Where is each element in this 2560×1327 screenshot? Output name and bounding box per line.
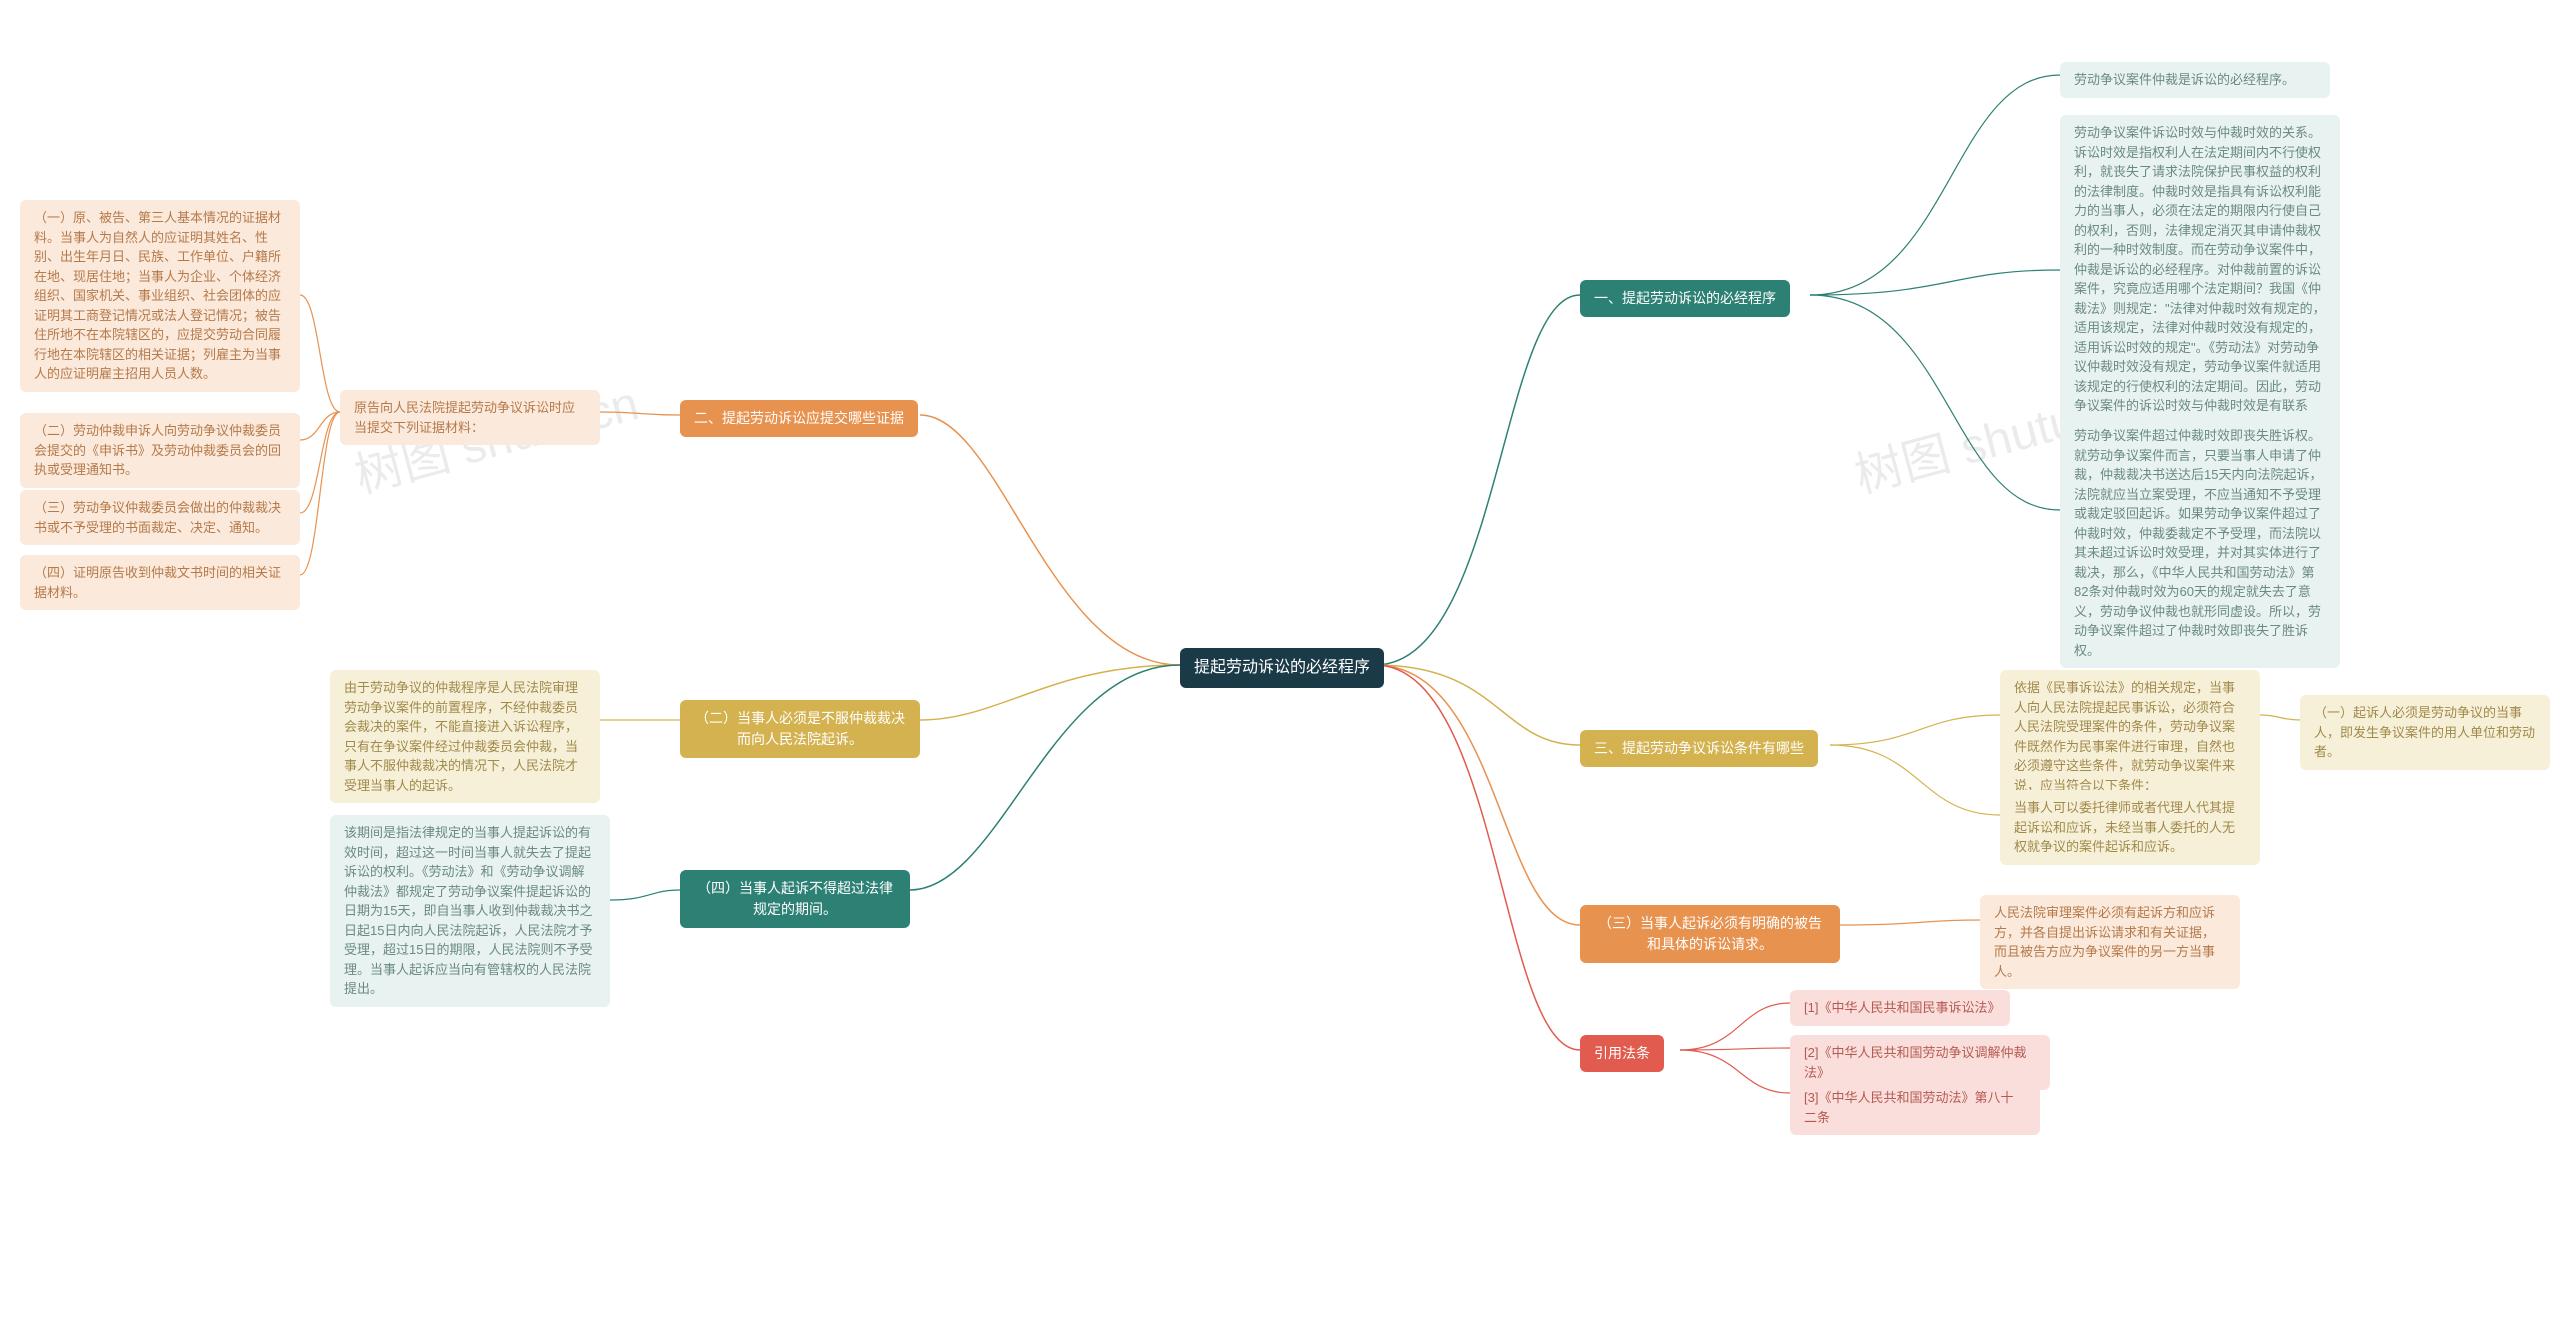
leaf: 人民法院审理案件必须有起诉方和应诉方，并各自提出诉讼请求和有关证据，而且被告方应…	[1980, 895, 2240, 989]
branch-defendant[interactable]: （三）当事人起诉必须有明确的被告和具体的诉讼请求。	[1580, 905, 1840, 963]
leaf: （二）劳动仲裁申诉人向劳动争议仲裁委员会提交的《申诉书》及劳动仲裁委员会的回执或…	[20, 413, 300, 488]
leaf: （一）原、被告、第三人基本情况的证据材料。当事人为自然人的应证明其姓名、性别、出…	[20, 200, 300, 392]
leaf: 劳动争议案件诉讼时效与仲裁时效的关系。诉讼时效是指权利人在法定期间内不行使权利，…	[2060, 115, 2340, 463]
leaf: 劳动争议案件超过仲裁时效即丧失胜诉权。就劳动争议案件而言，只要当事人申请了仲裁，…	[2060, 418, 2340, 668]
branch-references[interactable]: 引用法条	[1580, 1035, 1664, 1072]
leaf: 劳动争议案件仲裁是诉讼的必经程序。	[2060, 62, 2330, 98]
leaf: [1]《中华人民共和国民事诉讼法》	[1790, 990, 2010, 1026]
center-topic[interactable]: 提起劳动诉讼的必经程序	[1180, 648, 1384, 688]
leaf: （一）起诉人必须是劳动争议的当事人，即发生争议案件的用人单位和劳动者。	[2300, 695, 2550, 770]
leaf: （四）证明原告收到仲裁文书时间的相关证据材料。	[20, 555, 300, 610]
branch-deadline[interactable]: （四）当事人起诉不得超过法律规定的期间。	[680, 870, 910, 928]
leaf: 该期间是指法律规定的当事人提起诉讼的有效时间，超过这一时间当事人就失去了提起诉讼…	[330, 815, 610, 1007]
branch-conditions[interactable]: 三、提起劳动争议诉讼条件有哪些	[1580, 730, 1818, 767]
branch-evidence[interactable]: 二、提起劳动诉讼应提交哪些证据	[680, 400, 918, 437]
leaf: [3]《中华人民共和国劳动法》第八十二条	[1790, 1080, 2040, 1135]
branch-procedure[interactable]: 一、提起劳动诉讼的必经程序	[1580, 280, 1790, 317]
leaf: 当事人可以委托律师或者代理人代其提起诉讼和应诉，未经当事人委托的人无权就争议的案…	[2000, 790, 2260, 865]
leaf: 依据《民事诉讼法》的相关规定，当事人向人民法院提起民事诉讼，必须符合人民法院受理…	[2000, 670, 2260, 803]
leaf: 由于劳动争议的仲裁程序是人民法院审理劳动争议案件的前置程序，不经仲裁委员会裁决的…	[330, 670, 600, 803]
leaf: （三）劳动争议仲裁委员会做出的仲裁裁决书或不予受理的书面裁定、决定、通知。	[20, 490, 300, 545]
leaf: 原告向人民法院提起劳动争议诉讼时应当提交下列证据材料：	[340, 390, 600, 445]
branch-disagree[interactable]: （二）当事人必须是不服仲裁裁决而向人民法院起诉。	[680, 700, 920, 758]
